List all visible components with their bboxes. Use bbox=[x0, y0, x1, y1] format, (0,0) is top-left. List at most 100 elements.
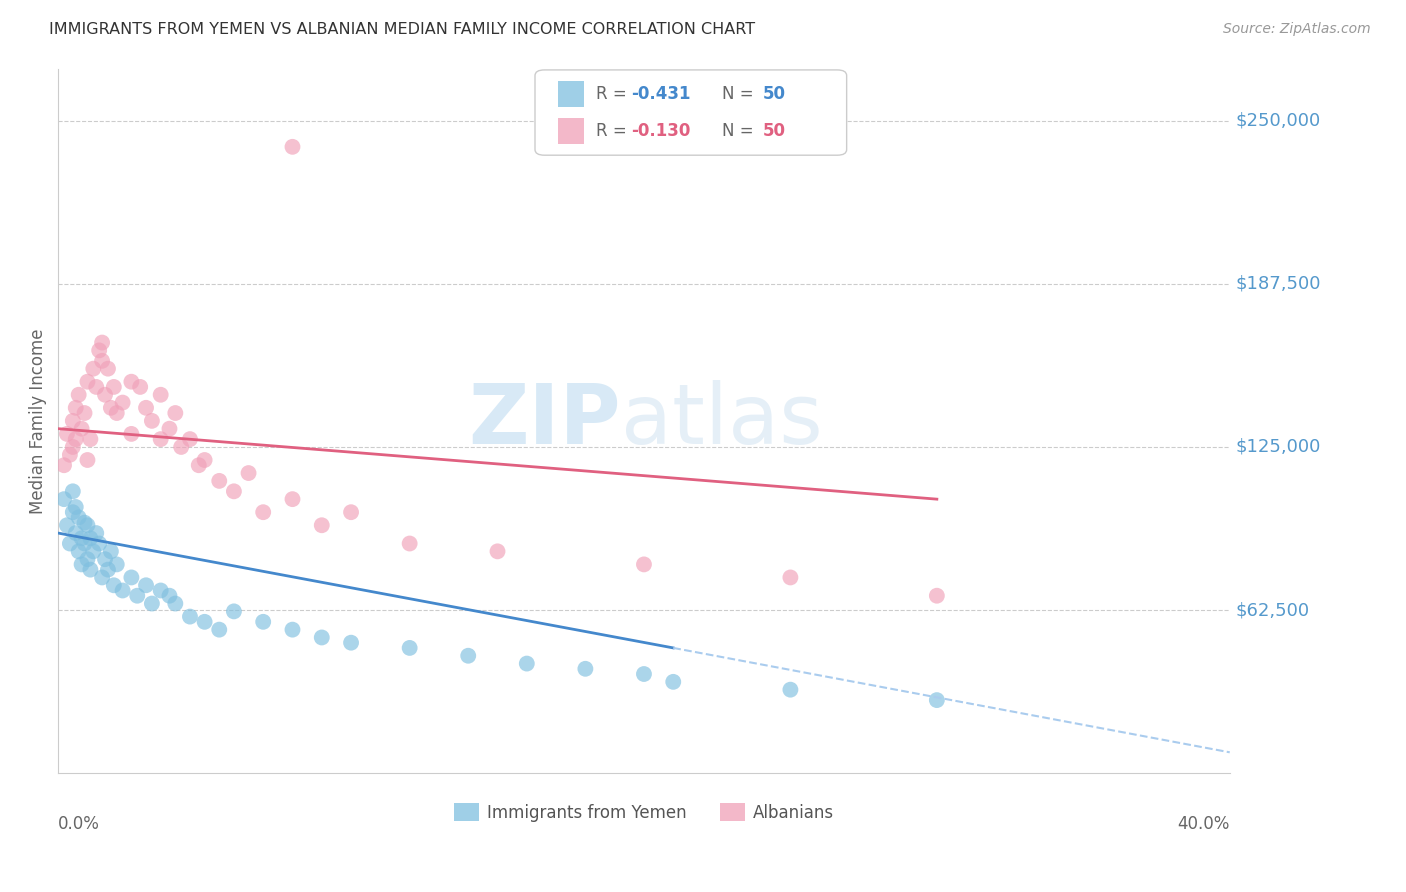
Text: R =: R = bbox=[596, 85, 631, 103]
Point bbox=[141, 597, 163, 611]
Point bbox=[84, 526, 107, 541]
Point bbox=[179, 609, 201, 624]
Point bbox=[159, 422, 181, 436]
Text: atlas: atlas bbox=[620, 380, 823, 461]
Point bbox=[149, 432, 172, 446]
Point bbox=[141, 414, 163, 428]
Point bbox=[135, 401, 157, 415]
Point bbox=[84, 380, 107, 394]
Text: Source: ZipAtlas.com: Source: ZipAtlas.com bbox=[1223, 22, 1371, 37]
Point bbox=[97, 361, 120, 376]
Point bbox=[91, 570, 114, 584]
Point bbox=[281, 140, 304, 154]
Point bbox=[194, 615, 217, 629]
Point bbox=[67, 510, 90, 524]
Text: 0.0%: 0.0% bbox=[58, 815, 100, 833]
Point bbox=[65, 526, 87, 541]
Point bbox=[53, 458, 76, 473]
Point bbox=[76, 375, 98, 389]
Point bbox=[516, 657, 538, 671]
Point bbox=[73, 516, 96, 530]
Point bbox=[62, 505, 84, 519]
Point bbox=[179, 432, 201, 446]
Point bbox=[159, 589, 181, 603]
Point bbox=[208, 623, 231, 637]
Point bbox=[97, 563, 120, 577]
Text: 40.0%: 40.0% bbox=[1177, 815, 1230, 833]
Point bbox=[73, 536, 96, 550]
Point bbox=[103, 380, 125, 394]
Point bbox=[662, 674, 685, 689]
Point bbox=[76, 552, 98, 566]
Point bbox=[238, 466, 260, 480]
Point bbox=[105, 558, 128, 572]
Point bbox=[89, 536, 111, 550]
Point bbox=[67, 388, 90, 402]
Point bbox=[65, 500, 87, 514]
Point bbox=[91, 335, 114, 350]
Point bbox=[311, 631, 333, 645]
Point bbox=[574, 662, 596, 676]
Point bbox=[925, 589, 948, 603]
Point bbox=[252, 615, 274, 629]
Point bbox=[340, 636, 363, 650]
Point bbox=[56, 518, 79, 533]
Text: -0.130: -0.130 bbox=[631, 122, 690, 140]
Text: R =: R = bbox=[596, 122, 631, 140]
Point bbox=[59, 448, 82, 462]
Point bbox=[281, 492, 304, 507]
Point bbox=[486, 544, 509, 558]
Text: ZIP: ZIP bbox=[468, 380, 620, 461]
Point bbox=[120, 426, 142, 441]
Point bbox=[65, 401, 87, 415]
Point bbox=[281, 623, 304, 637]
Point bbox=[779, 682, 801, 697]
Point bbox=[70, 422, 93, 436]
Point bbox=[135, 578, 157, 592]
Point bbox=[82, 544, 104, 558]
Point bbox=[311, 518, 333, 533]
Point bbox=[398, 640, 420, 655]
Point bbox=[103, 578, 125, 592]
Point bbox=[65, 432, 87, 446]
Point bbox=[779, 570, 801, 584]
Point bbox=[62, 440, 84, 454]
Point bbox=[149, 583, 172, 598]
Bar bbox=[558, 118, 585, 145]
Point bbox=[222, 604, 245, 618]
Point bbox=[89, 343, 111, 358]
Point bbox=[252, 505, 274, 519]
Point bbox=[56, 426, 79, 441]
Point bbox=[120, 570, 142, 584]
Point bbox=[62, 484, 84, 499]
Point bbox=[70, 531, 93, 545]
Legend: Immigrants from Yemen, Albanians: Immigrants from Yemen, Albanians bbox=[447, 797, 841, 829]
Point bbox=[91, 354, 114, 368]
Point bbox=[194, 453, 217, 467]
Point bbox=[187, 458, 209, 473]
Text: 50: 50 bbox=[762, 122, 786, 140]
Text: IMMIGRANTS FROM YEMEN VS ALBANIAN MEDIAN FAMILY INCOME CORRELATION CHART: IMMIGRANTS FROM YEMEN VS ALBANIAN MEDIAN… bbox=[49, 22, 755, 37]
Point bbox=[79, 563, 101, 577]
Text: $187,500: $187,500 bbox=[1236, 275, 1322, 293]
Point bbox=[129, 380, 152, 394]
Point bbox=[62, 414, 84, 428]
Point bbox=[94, 552, 117, 566]
Point bbox=[53, 492, 76, 507]
Point bbox=[633, 667, 655, 681]
Point bbox=[398, 536, 420, 550]
Text: $125,000: $125,000 bbox=[1236, 438, 1322, 456]
Point bbox=[100, 401, 122, 415]
Point bbox=[76, 453, 98, 467]
Y-axis label: Median Family Income: Median Family Income bbox=[30, 328, 46, 514]
Point bbox=[94, 388, 117, 402]
Point bbox=[76, 518, 98, 533]
Point bbox=[149, 388, 172, 402]
Point bbox=[67, 544, 90, 558]
Point bbox=[111, 583, 134, 598]
Text: N =: N = bbox=[723, 85, 759, 103]
Point bbox=[340, 505, 363, 519]
Text: N =: N = bbox=[723, 122, 759, 140]
Text: $62,500: $62,500 bbox=[1236, 601, 1310, 619]
Point bbox=[59, 536, 82, 550]
